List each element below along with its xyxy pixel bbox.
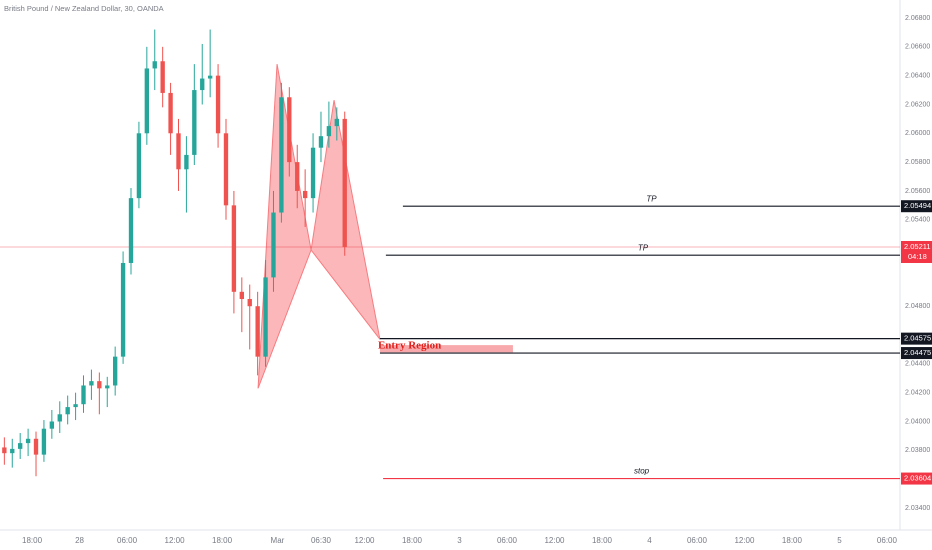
candle-body [65, 407, 70, 415]
candle-body [176, 133, 181, 170]
x-tick-label: Mar [271, 536, 285, 545]
candle-body [81, 385, 86, 405]
y-tick-label: 2.04200 [905, 390, 930, 397]
entry-zone-label: Entry Region [378, 340, 441, 352]
last-price-label: 2.05211 [904, 242, 931, 251]
harmonic-pattern [257, 64, 312, 389]
price-tag [901, 347, 932, 360]
y-tick-label: 2.04800 [905, 303, 930, 310]
y-tick-label: 2.06800 [905, 15, 930, 22]
y-tick-label: 2.04400 [905, 361, 930, 368]
x-tick-label: 18:00 [22, 536, 43, 545]
price-tag [901, 332, 932, 345]
candle-body [97, 381, 102, 389]
candle-body [271, 212, 276, 278]
x-tick-label: 18:00 [402, 536, 423, 545]
x-tick-label: 5 [837, 536, 842, 545]
candle-body [310, 147, 316, 199]
entry-zone [379, 345, 513, 353]
price-tag-label: 2.05494 [904, 201, 931, 210]
candle-body [10, 448, 15, 454]
price-tag-label: 2.03604 [904, 474, 931, 483]
candle-body [33, 438, 39, 455]
candle-body [41, 428, 47, 455]
x-tick-label: 06:00 [687, 536, 708, 545]
candle-body [207, 75, 213, 79]
x-tick-label: 12:00 [354, 536, 375, 545]
x-tick-label: 28 [75, 536, 84, 545]
x-tick-label: 06:00 [877, 536, 898, 545]
candle-body [255, 306, 260, 357]
candle-body [184, 154, 189, 170]
x-tick-label: 12:00 [165, 536, 186, 545]
price-tag [901, 472, 932, 485]
candle-body [302, 190, 308, 199]
y-tick-label: 2.06200 [905, 101, 930, 108]
candle-body [326, 126, 332, 137]
y-tick-label: 2.04000 [905, 418, 930, 425]
y-tick-label: 2.03800 [905, 447, 930, 454]
candle-body [279, 97, 284, 213]
price-tag [901, 200, 932, 213]
candle-body [263, 277, 268, 357]
candle-body [49, 421, 55, 429]
y-tick-label: 2.05600 [905, 188, 930, 195]
chart-title: British Pound / New Zealand Dollar, 30, … [4, 4, 164, 13]
candle-body [144, 68, 150, 134]
price-tag-label: 2.04575 [904, 334, 931, 343]
candle-body [223, 133, 229, 206]
price-tag-label: 2.04475 [904, 348, 931, 357]
x-tick-label: 12:00 [734, 536, 755, 545]
candle-body [136, 133, 142, 199]
candle-body [128, 198, 134, 263]
candle-body [25, 438, 31, 444]
candle-body [73, 404, 78, 408]
y-tick-label: 2.05800 [905, 159, 930, 166]
y-tick-label: 2.06600 [905, 44, 930, 51]
candle-body [168, 92, 173, 134]
candle-body [120, 262, 126, 357]
candle-body [105, 385, 110, 389]
x-tick-label: 12:00 [544, 536, 565, 545]
candle-body [18, 443, 23, 449]
candle-body [57, 414, 62, 422]
x-tick-label: 06:00 [497, 536, 518, 545]
candle-body [89, 381, 94, 386]
candle-body [247, 299, 252, 307]
candle-body [334, 118, 339, 127]
candle-body [215, 75, 221, 134]
level-label: TP [646, 194, 657, 203]
y-tick-label: 2.06000 [905, 130, 930, 137]
x-tick-label: 06:00 [117, 536, 138, 545]
candle-body [152, 61, 157, 69]
y-tick-label: 2.06400 [905, 72, 930, 79]
candle-body [318, 136, 324, 148]
candle-body [231, 205, 237, 292]
candle-body [160, 61, 165, 93]
x-tick-label: 4 [647, 536, 652, 545]
x-tick-label: 18:00 [592, 536, 613, 545]
x-tick-label: 3 [457, 536, 462, 545]
x-tick-label: 18:00 [212, 536, 233, 545]
x-tick-label: 06:30 [311, 536, 332, 545]
candle-body [2, 447, 7, 454]
x-tick-label: 18:00 [782, 536, 803, 545]
y-tick-label: 2.03400 [905, 505, 930, 512]
level-label: stop [634, 467, 650, 476]
candle-body [192, 90, 197, 155]
y-tick-label: 2.05400 [905, 217, 930, 224]
candle-body [295, 162, 300, 191]
candle-body [239, 291, 244, 300]
candle-body [342, 118, 347, 248]
countdown-label: 04:18 [908, 252, 927, 261]
candle-body [112, 356, 118, 386]
last-price-tag [901, 240, 932, 263]
level-label: TP [638, 243, 649, 252]
candle-body [200, 78, 205, 91]
candle-body [287, 97, 292, 163]
